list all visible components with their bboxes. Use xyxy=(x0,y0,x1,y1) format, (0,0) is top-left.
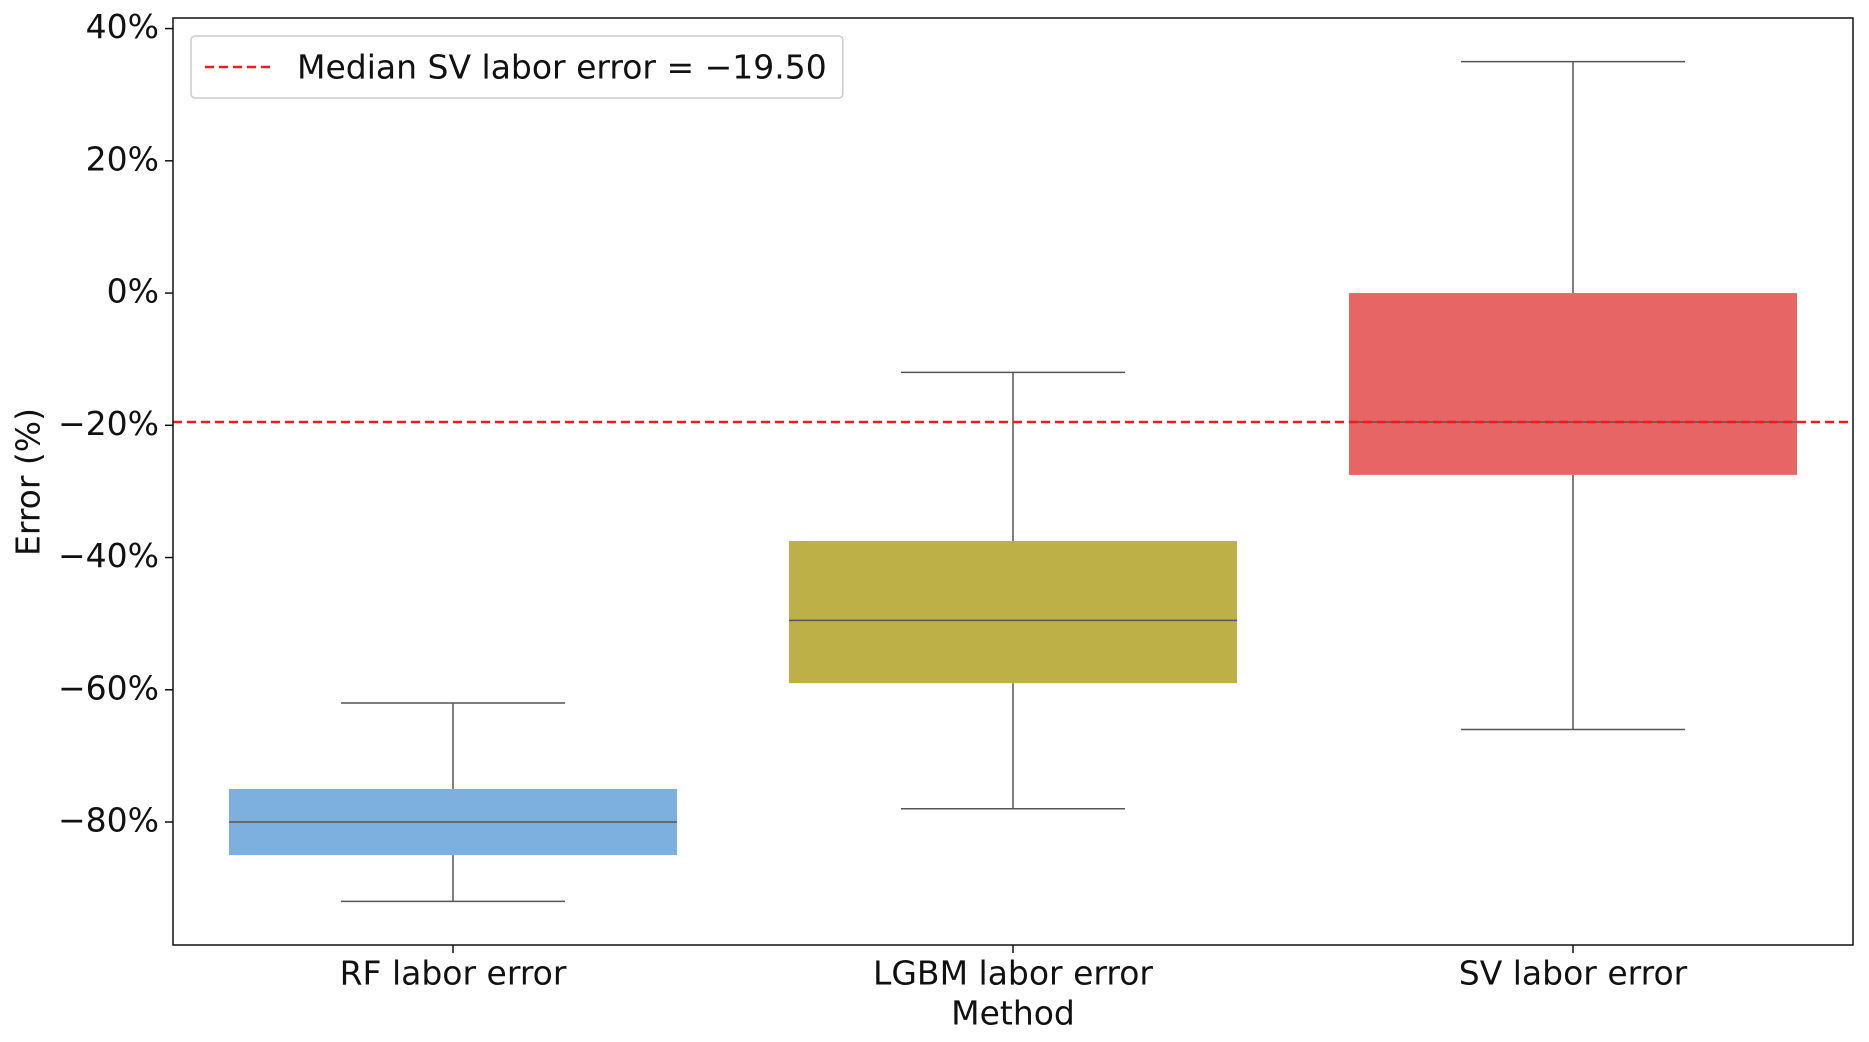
x-tick-label: LGBM labor error xyxy=(873,954,1153,993)
y-tick-label: 20% xyxy=(86,139,159,178)
y-axis-label: Error (%) xyxy=(9,408,48,556)
x-tick-label: RF labor error xyxy=(340,954,567,993)
y-tick-label: −20% xyxy=(58,404,159,443)
y-tick-label: 0% xyxy=(107,272,159,311)
y-tick-label: −80% xyxy=(58,801,159,840)
box xyxy=(789,541,1237,684)
y-tick-label: 40% xyxy=(86,7,159,46)
axes-frame xyxy=(172,17,1854,946)
legend-label: Median SV labor error = −19.50 xyxy=(297,48,827,87)
legend-box xyxy=(190,35,844,99)
x-tick-label: SV labor error xyxy=(1459,954,1688,993)
box xyxy=(1349,293,1797,475)
y-tick-label: −60% xyxy=(58,668,159,707)
legend: Median SV labor error = −19.50 xyxy=(190,35,844,99)
y-tick-label: −40% xyxy=(58,536,159,575)
x-axis-label: Method xyxy=(951,994,1075,1033)
